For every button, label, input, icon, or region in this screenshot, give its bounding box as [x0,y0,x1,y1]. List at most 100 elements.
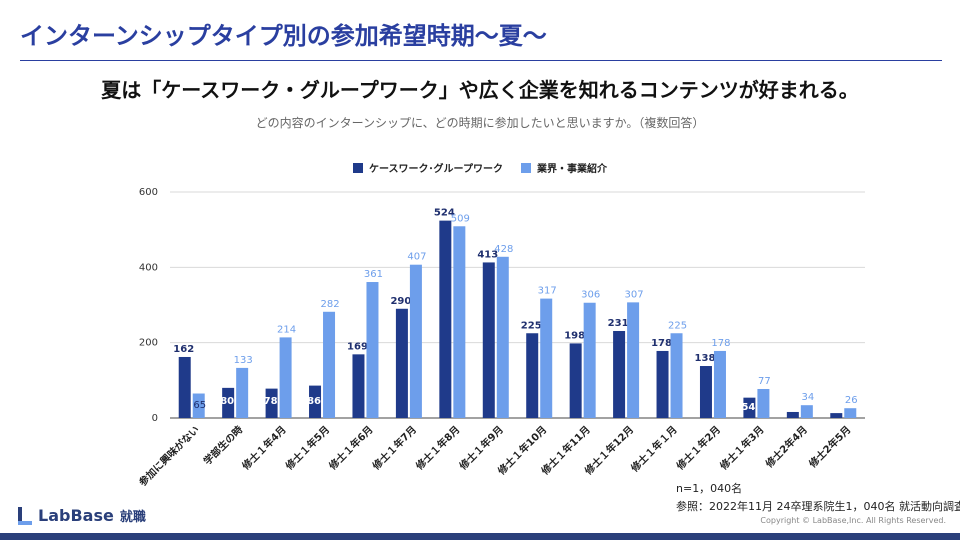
data-label: 65 [193,400,206,411]
bar [583,302,596,418]
data-label: 26 [845,395,858,406]
x-tick-label: 修士１年１月 [627,423,679,475]
data-label: 54 [741,402,755,413]
bar [279,337,292,418]
headline: 夏は「ケースワーク・グループワーク」や広く企業を知れるコンテンツが好まれる。 [101,78,859,102]
data-label: 290 [390,296,411,307]
x-tick-label: 修士2年4月 [762,423,810,471]
chart-legend: ケースワーク･グループワーク 業界・事業紹介 [0,160,960,175]
data-label: 178 [651,338,672,349]
data-label: 198 [564,330,585,341]
x-tick-label: 修士１年5月 [282,423,332,473]
bar [453,226,466,418]
x-tick-label: 修士１年7月 [369,423,419,473]
x-tick-label: 学部生の時 [201,423,246,468]
data-label: 34 [801,392,814,403]
data-label: 80 [220,396,234,407]
x-tick-label: 参加に興味がない [136,423,202,489]
bar [265,388,278,418]
bar [757,388,770,418]
x-tick-label: 修士１年4月 [239,423,289,473]
bar [496,256,509,418]
data-label: 162 [173,344,194,355]
data-label: 225 [521,320,542,331]
footer-bar [0,533,960,540]
data-label: 282 [320,299,339,310]
data-label: 78 [264,396,278,407]
bar [352,354,365,418]
data-label: 13 [828,402,842,413]
data-label: 361 [364,269,383,280]
bar [786,411,799,418]
data-label: 214 [277,324,296,335]
bar [656,350,669,418]
bar [192,393,205,418]
legend-label-series2: 業界・事業紹介 [536,164,607,175]
data-label: 407 [407,252,426,263]
y-tick-label: 200 [139,338,158,349]
data-label: 307 [625,289,644,300]
data-label: 86 [307,396,321,407]
bar [569,343,582,418]
bar [395,308,408,418]
bar [844,408,857,418]
data-label: 524 [434,208,455,219]
bar [409,264,422,418]
bar [670,333,683,418]
x-tick-label: 修士１年6月 [325,423,375,473]
data-label: 225 [668,320,687,331]
logo-mark-icon [18,506,32,525]
bar [178,356,191,418]
bar [613,330,626,418]
data-label: 413 [477,249,498,260]
x-tick-label: 修士１年8月 [412,423,462,473]
legend-label-series1: ケースワーク･グループワーク [369,164,503,175]
data-label: 138 [695,353,716,364]
bar [236,367,249,418]
bar-chart: 0 200 400 600 162 65 参加に興味がない 80 133 学部生の時 78 214 修士… [136,187,865,489]
bar [439,220,452,418]
bar [830,413,843,418]
x-tick-label: 修士１年2月 [673,423,723,473]
bar [366,282,379,418]
legend-item-series1: ケースワーク･グループワーク [353,160,503,175]
data-label: 178 [711,338,730,349]
bar [627,302,640,418]
bar [800,405,813,418]
y-tick-label: 400 [139,262,158,273]
legend-item-series2: 業界・事業紹介 [520,160,607,175]
title-divider [20,60,942,61]
data-label: 306 [581,290,600,301]
y-tick-label: 600 [139,187,158,198]
x-tick-label: 修士2年5月 [805,423,853,471]
source-note: 参照：2022年11月 24卒理系院生1，040名 就活動向調査 [676,500,960,513]
bar [482,262,495,418]
data-label: 428 [494,244,513,255]
data-label: 16 [785,402,799,413]
y-tick-label: 0 [152,413,158,424]
legend-swatch-series1 [353,162,364,173]
data-label: 317 [538,286,557,297]
bar [222,387,235,418]
copyright: Copyright © LabBase,Inc. All Rights Rese… [760,516,946,525]
data-label: 169 [347,341,368,352]
data-label: 133 [234,355,253,366]
x-tick-label: 修士１年3月 [716,423,766,473]
bar [309,385,322,418]
logo-text: LabBase [38,506,114,525]
data-label: 231 [608,318,629,329]
x-tick-label: 修士１年9月 [456,423,506,473]
sample-size-note: n=1，040名 [676,482,743,495]
bar [526,333,539,418]
survey-question: どの内容のインターンシップに、どの時期に参加したいと思いますか。（複数回答） [255,116,705,130]
bar [323,311,336,418]
bar [713,350,726,418]
data-label: 509 [451,213,470,224]
bar [743,397,756,418]
slide-title: インターンシップタイプ別の参加希望時期〜夏〜 [20,22,547,50]
legend-swatch-series2 [520,162,531,173]
data-label: 77 [758,376,771,387]
labbase-logo: LabBase 就職 [18,506,146,525]
logo-subtext: 就職 [119,510,146,525]
bar [699,366,712,418]
